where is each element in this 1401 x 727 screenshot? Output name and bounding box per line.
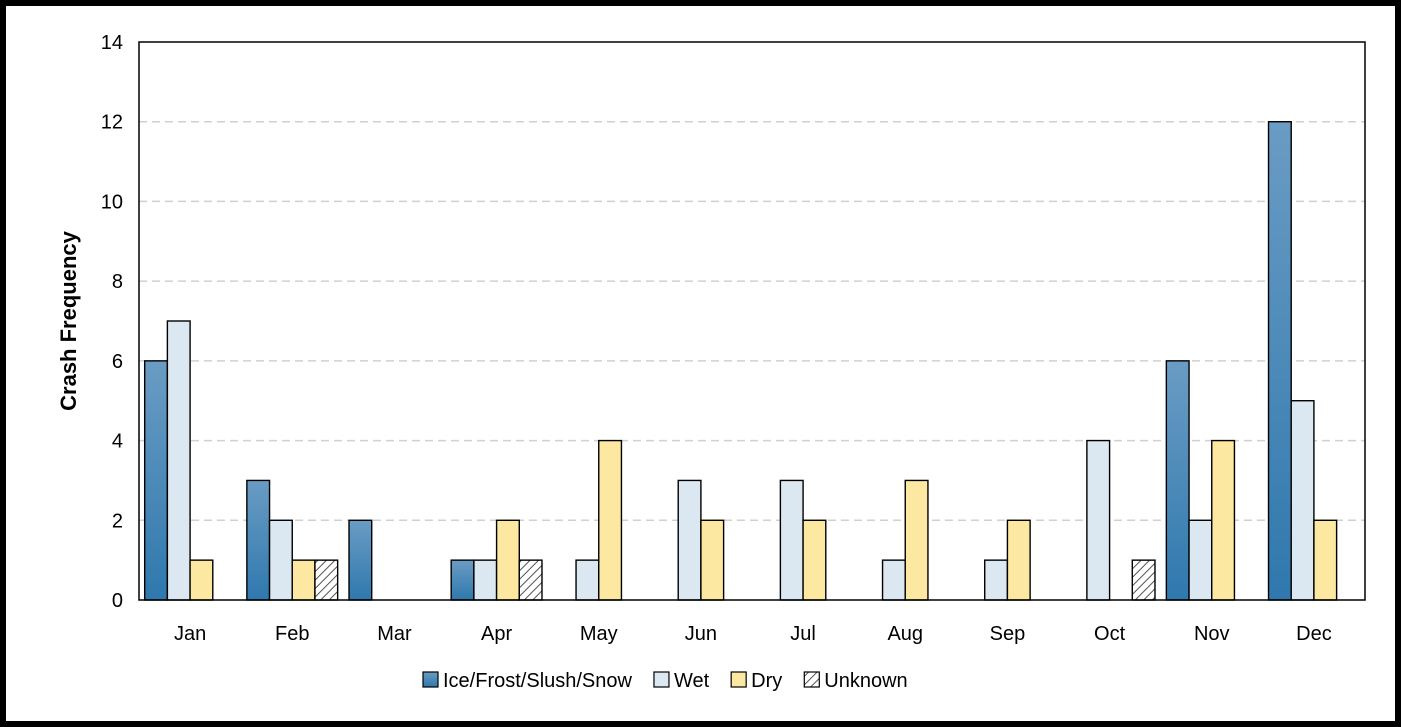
legend-label: Ice/Frost/Slush/Snow [443, 670, 633, 692]
legend-item-unknown: Unknown [803, 670, 908, 692]
bar-dry-jun [700, 519, 725, 601]
x-tick-label: Apr [481, 623, 512, 645]
bar-wet-aug [881, 559, 906, 601]
bar-wet-may [575, 559, 600, 601]
bar-ice-frost-slush-snow-apr [450, 559, 475, 601]
y-tick-label: 12 [101, 112, 123, 134]
legend-swatch [803, 671, 820, 688]
bar-ice-frost-slush-snow-feb [246, 479, 271, 601]
bar-ice-frost-slush-snow-dec [1267, 121, 1292, 601]
bar-dry-aug [904, 479, 929, 601]
y-tick-label: 4 [112, 431, 123, 453]
x-tick-label: Nov [1194, 623, 1230, 645]
x-tick-label: Aug [887, 623, 923, 645]
bar-dry-jan [189, 559, 214, 601]
gridlines [139, 120, 1365, 522]
bar-chart: 0 2 4 6 8 10 12 14 Jan Feb Mar Apr May Jun Jul Aug Sep O… [56, 32, 1366, 692]
bar-dry-may [598, 439, 623, 601]
bar-wet-sep [984, 559, 1009, 601]
x-tick-label: Jul [790, 623, 816, 645]
bar-unknown-oct [1131, 559, 1156, 601]
y-tick-label: 8 [112, 271, 123, 293]
bar-ice-frost-slush-snow-jan [143, 360, 169, 601]
x-tick-label: Sep [990, 623, 1026, 645]
y-tick-label: 14 [101, 32, 123, 54]
legend-swatch [730, 671, 747, 688]
bars [143, 121, 1338, 601]
bar-dry-apr [495, 519, 520, 601]
legend-label: Dry [751, 670, 782, 692]
legend-swatch [422, 671, 439, 688]
x-tick-label: Jun [685, 623, 717, 645]
y-tick-label: 6 [112, 351, 123, 373]
x-tick-label: Jan [174, 623, 206, 645]
bar-dry-feb [291, 559, 316, 601]
y-tick-labels: 0 2 4 6 8 10 12 14 [101, 32, 123, 612]
axes [138, 41, 1366, 601]
x-tick-label: Oct [1094, 623, 1126, 645]
bar-dry-jul [802, 519, 827, 601]
y-tick-label: 10 [101, 191, 123, 213]
bar-dry-nov [1211, 439, 1236, 601]
bar-wet-nov [1188, 519, 1213, 601]
bar-unknown-feb [314, 559, 339, 601]
x-tick-label: Feb [275, 623, 309, 645]
bar-wet-oct [1086, 439, 1111, 601]
bar-wet-apr [473, 559, 498, 601]
bar-unknown-apr [518, 559, 543, 601]
y-axis-title: Crash Frequency [56, 230, 81, 410]
legend-item-dry: Dry [730, 670, 782, 692]
legend-label: Wet [674, 670, 710, 692]
y-tick-label: 0 [112, 590, 123, 612]
bar-wet-jul [779, 479, 804, 601]
bar-wet-jun [677, 479, 702, 601]
x-tick-labels: Jan Feb Mar Apr May Jun Jul Aug Sep Oct Nov Dec [174, 623, 1332, 645]
x-tick-label: Dec [1296, 623, 1332, 645]
legend: Ice/Frost/Slush/Snow Wet Dry Unknown [422, 670, 908, 692]
legend-label: Unknown [824, 670, 907, 692]
bar-ice-frost-slush-snow-nov [1165, 360, 1190, 601]
y-tick-label: 2 [112, 510, 123, 532]
legend-swatch [653, 671, 670, 688]
x-tick-label: Mar [377, 623, 412, 645]
bar-ice-frost-slush-snow-mar [348, 519, 373, 601]
bar-wet-jan [166, 320, 191, 601]
legend-item-ice-frost-slush-snow: Ice/Frost/Slush/Snow [422, 670, 633, 692]
legend-item-wet: Wet [653, 670, 710, 692]
bar-dry-sep [1006, 519, 1031, 601]
bar-wet-dec [1290, 400, 1315, 601]
bar-dry-dec [1313, 519, 1338, 601]
plot-area-border [138, 41, 1366, 601]
bar-wet-feb [268, 519, 293, 601]
x-tick-label: May [580, 623, 618, 645]
